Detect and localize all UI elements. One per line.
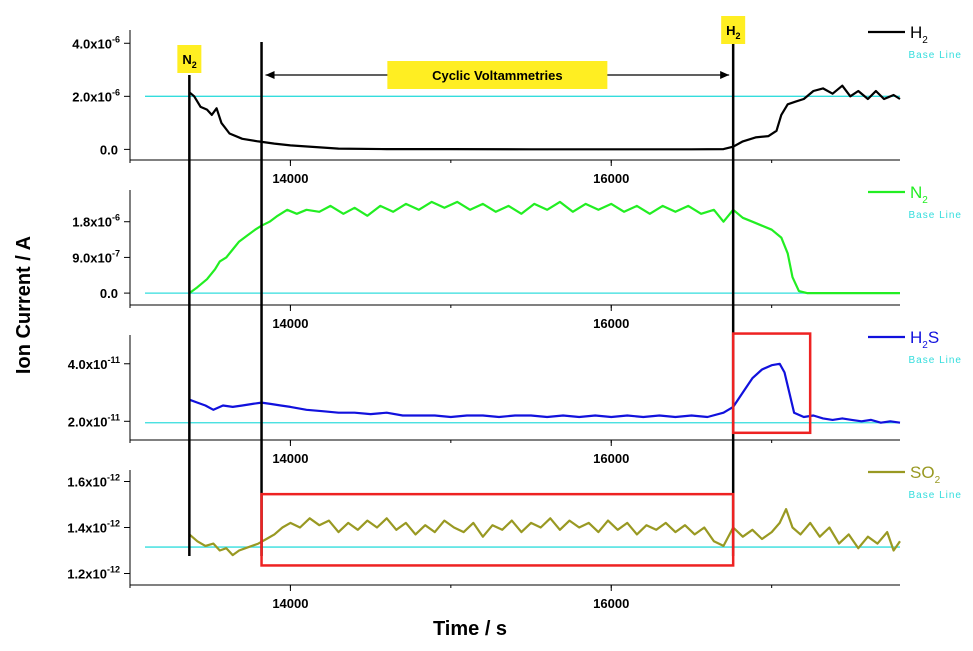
panel-4: 14000 16000 1.2x10-12 1.4x10-12 1.6x10-12 SO2… [67, 463, 962, 611]
x-axis-title: Time / s [433, 618, 507, 640]
series-line-4 [188, 508, 901, 557]
y-tick-label: 1.2x10-12 [67, 565, 120, 582]
y-tick-label: 1.6x10-12 [67, 473, 120, 490]
marker-label-box [721, 16, 746, 44]
series-line-2 [188, 200, 900, 295]
marker-label-box [177, 45, 202, 73]
y-tick-label: 1.4x10-12 [67, 519, 120, 536]
highlight-box [731, 332, 812, 435]
y-tick-label: 4.0x10-11 [68, 355, 120, 372]
x-tick-label: 14000 [272, 596, 308, 611]
marker-label: N2 [182, 52, 196, 70]
cv-annotation: Cyclic Voltammetries [265, 61, 730, 89]
x-tick-label: 16000 [593, 316, 629, 331]
y-tick-label: 1.8x10-6 [72, 213, 120, 230]
legend-baseline-label: Base Line [909, 210, 962, 221]
legend-label: SO2 [910, 463, 941, 486]
y-tick-label: 4.0x10-6 [72, 34, 120, 51]
y-tick-label: 2.0x10-6 [72, 87, 120, 104]
legend-label: H2 [910, 23, 928, 46]
legend-baseline-label: Base Line [909, 490, 962, 501]
y-axis-title: Ion Current / A [13, 236, 35, 374]
legend-baseline-label: Base Line [909, 355, 962, 366]
x-tick-label: 14000 [272, 451, 308, 466]
x-tick-label: 16000 [593, 171, 629, 186]
highlight-box [260, 492, 735, 567]
cv-label-box [387, 61, 608, 89]
legend-label: N2 [910, 183, 928, 206]
x-tick-label: 14000 [272, 316, 308, 331]
panel-1: 14000 16000 0.0 2.0x10-6 4.0x10-6 H2 Base Line [72, 23, 962, 186]
marker-label: H2 [726, 23, 740, 41]
cv-arrow-head-right [720, 71, 730, 79]
y-tick-label: 2.0x10-11 [68, 412, 120, 429]
panel-3: 14000 16000 2.0x10-11 4.0x10-11 H2S Base Line [68, 328, 962, 466]
panel-2: 14000 16000 0.0 9.0x10-7 1.8x10-6 N2 Base Line [72, 183, 962, 331]
y-tick-label: 0.0 [100, 286, 118, 301]
legend-baseline-label: Base Line [909, 50, 962, 61]
series-line-3 [189, 362, 901, 424]
event-markers: N2 H2 [177, 16, 746, 556]
cv-arrow-head-left [265, 71, 275, 79]
x-tick-label: 16000 [593, 451, 629, 466]
y-tick-label: 0.0 [100, 142, 118, 157]
cv-label: Cyclic Voltammetries [432, 68, 563, 83]
y-tick-label: 9.0x10-7 [72, 248, 120, 265]
plot-area: 14000 16000 0.0 2.0x10-6 4.0x10-6 H2 Base Line… [67, 16, 962, 611]
x-tick-label: 14000 [272, 171, 308, 186]
legend-label: H2S [910, 328, 939, 351]
series-line-1 [188, 84, 901, 151]
x-tick-label: 16000 [593, 596, 629, 611]
